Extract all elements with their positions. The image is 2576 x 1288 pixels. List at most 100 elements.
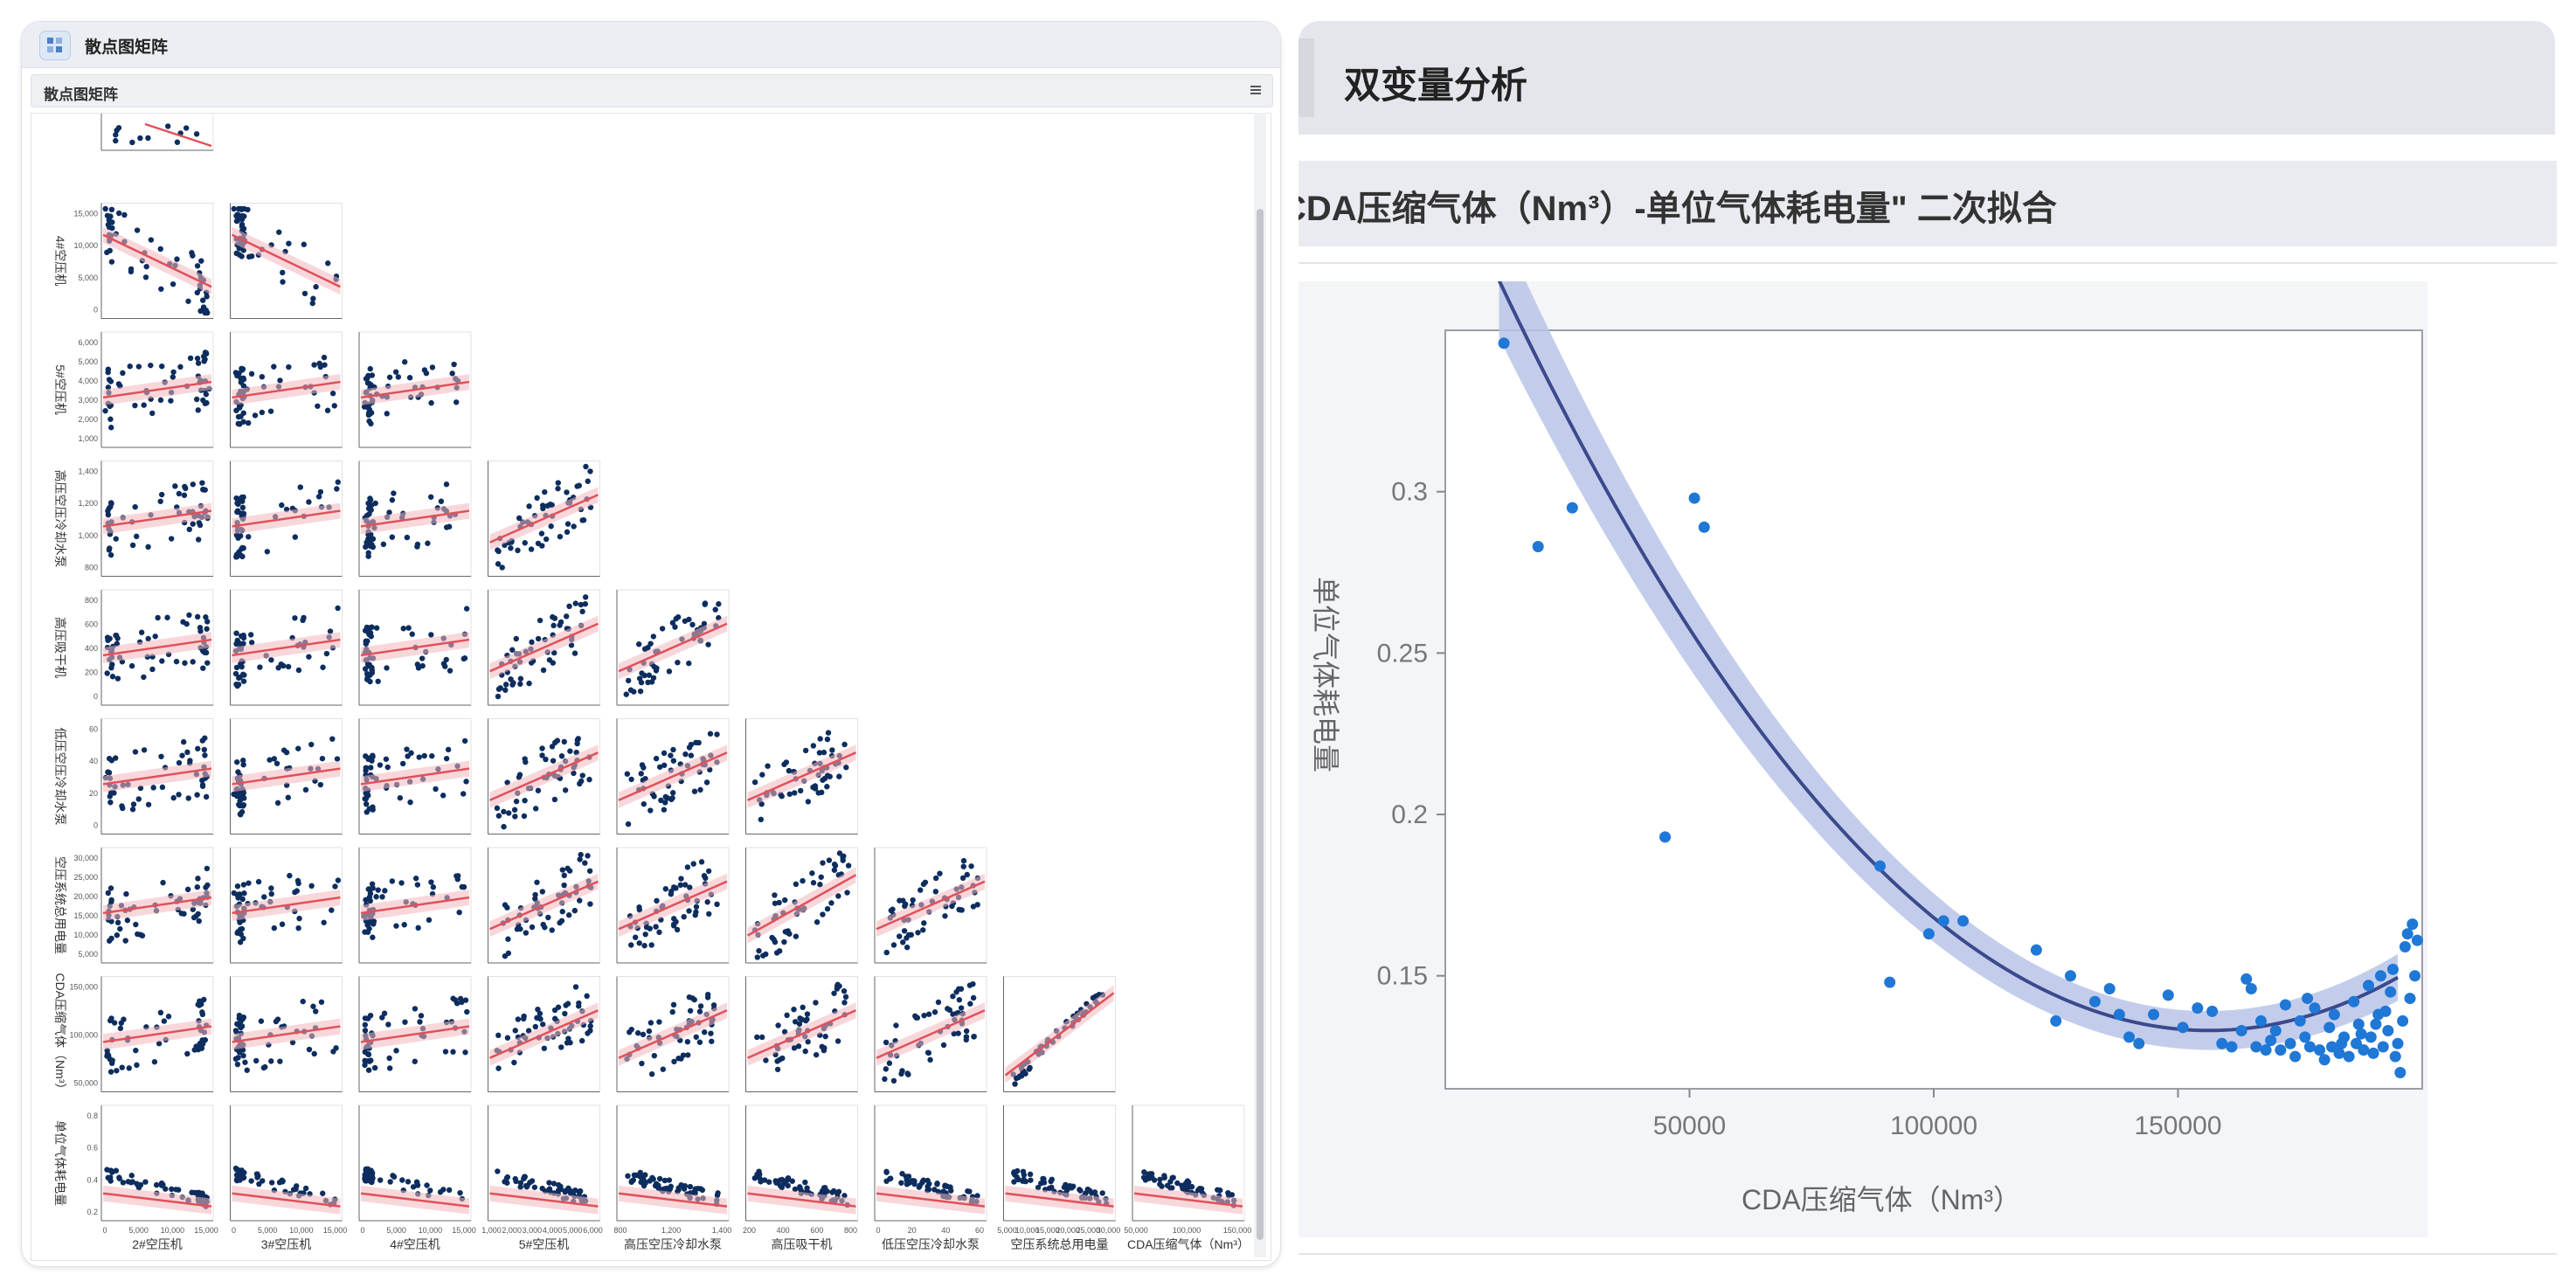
col-tick-label: 50,000	[1124, 1226, 1148, 1235]
data-point	[2240, 973, 2253, 985]
matrix-point	[653, 1181, 660, 1188]
row-tick-label: 1,200	[78, 499, 98, 508]
column-label: 4#空压机	[390, 1237, 440, 1251]
matrix-point	[647, 641, 654, 647]
matrix-point	[107, 885, 114, 891]
scrollbar-thumb[interactable]	[1257, 209, 1264, 1240]
matrix-point	[842, 994, 849, 1001]
matrix-point	[295, 924, 301, 931]
matrix-point	[107, 1017, 114, 1024]
matrix-point	[277, 1058, 283, 1064]
matrix-point	[1215, 1187, 1221, 1193]
matrix-point	[372, 500, 378, 507]
matrix-point	[709, 1038, 715, 1044]
matrix-point	[185, 795, 191, 801]
matrix-point	[297, 484, 303, 490]
data-point	[2358, 1044, 2370, 1056]
matrix-point	[703, 779, 710, 786]
matrix-point	[532, 891, 538, 898]
fit-line	[102, 767, 212, 786]
matrix-point	[557, 533, 564, 540]
matrix-point	[1027, 1171, 1034, 1178]
matrix-point	[109, 661, 115, 668]
matrix-point	[675, 659, 681, 666]
matrix-point	[114, 932, 121, 938]
matrix-point	[917, 887, 924, 893]
matrix-point	[274, 800, 281, 807]
matrix-point	[693, 904, 700, 910]
menu-icon[interactable]	[1250, 84, 1262, 96]
matrix-point	[802, 747, 809, 754]
matrix-point	[141, 674, 147, 681]
matrix-cell	[358, 331, 472, 448]
matrix-point	[642, 931, 648, 938]
col-tick-label: 400	[777, 1226, 790, 1235]
matrix-point	[114, 641, 121, 647]
data-point	[2235, 1025, 2247, 1037]
matrix-point	[893, 1022, 899, 1028]
matrix-point	[203, 391, 210, 398]
matrix-point	[119, 1064, 125, 1070]
matrix-cell	[100, 114, 214, 151]
matrix-point	[817, 736, 823, 742]
matrix-point	[520, 1015, 527, 1022]
matrix-point	[416, 754, 422, 760]
col-tick-label: 20	[908, 1226, 917, 1235]
matrix-point	[703, 875, 709, 882]
matrix-point	[404, 746, 410, 752]
matrix-point	[534, 879, 540, 885]
row-tick-label: 50,000	[73, 1079, 98, 1088]
data-point	[2355, 1028, 2367, 1040]
matrix-point	[145, 801, 152, 807]
data-point	[1532, 540, 1544, 552]
fit-line	[360, 896, 470, 915]
matrix-point	[389, 878, 396, 884]
matrix-point	[194, 263, 201, 269]
matrix-point	[950, 994, 956, 1000]
vertical-scrollbar[interactable]	[1254, 113, 1266, 1257]
fit-line	[102, 233, 212, 288]
matrix-point	[523, 1182, 530, 1189]
matrix-point	[585, 478, 591, 484]
matrix-point	[521, 813, 528, 820]
matrix-point	[810, 743, 817, 749]
matrix-point	[641, 765, 647, 771]
panel-title: 散点图矩阵	[44, 87, 118, 103]
matrix-point	[259, 409, 266, 416]
matrix-point	[691, 996, 697, 1003]
data-point	[2401, 928, 2413, 940]
matrix-point	[688, 741, 695, 748]
matrix-point	[317, 364, 324, 370]
matrix-point	[237, 798, 243, 804]
matrix-point	[106, 547, 113, 553]
scatter-matrix[interactable]: 0 5,000 10,000 15,000 4#空压机 1,000 2,000 3,000 4,…	[31, 113, 1271, 1261]
matrix-point	[537, 617, 544, 624]
grid-icon[interactable]	[39, 31, 71, 60]
matrix-point	[365, 920, 372, 927]
matrix-point	[931, 1009, 938, 1015]
matrix-point	[300, 998, 306, 1005]
matrix-point	[587, 901, 593, 907]
x-tick-label: 100000	[1890, 1111, 1977, 1140]
matrix-point	[584, 993, 590, 1000]
row-tick-label: 2,000	[78, 415, 98, 424]
matrix-point	[517, 681, 523, 687]
matrix-point	[561, 738, 567, 745]
data-point	[2336, 1037, 2348, 1049]
matrix-point	[203, 614, 209, 620]
matrix-point	[402, 1019, 408, 1025]
matrix-point	[804, 1185, 810, 1191]
matrix-point	[238, 413, 244, 419]
matrix-point	[661, 750, 668, 757]
matrix-point	[122, 938, 128, 944]
col-tick-label: 2,000	[502, 1226, 522, 1235]
data-point	[2309, 1002, 2321, 1014]
matrix-point	[320, 664, 326, 670]
matrix-point	[184, 749, 190, 756]
matrix-point	[159, 363, 165, 370]
row-label: CDA压缩气体（Nm³）	[53, 973, 67, 1096]
matrix-point	[119, 803, 125, 809]
data-point	[2294, 1014, 2306, 1027]
matrix-point	[627, 1029, 633, 1035]
matrix-point	[363, 800, 370, 807]
